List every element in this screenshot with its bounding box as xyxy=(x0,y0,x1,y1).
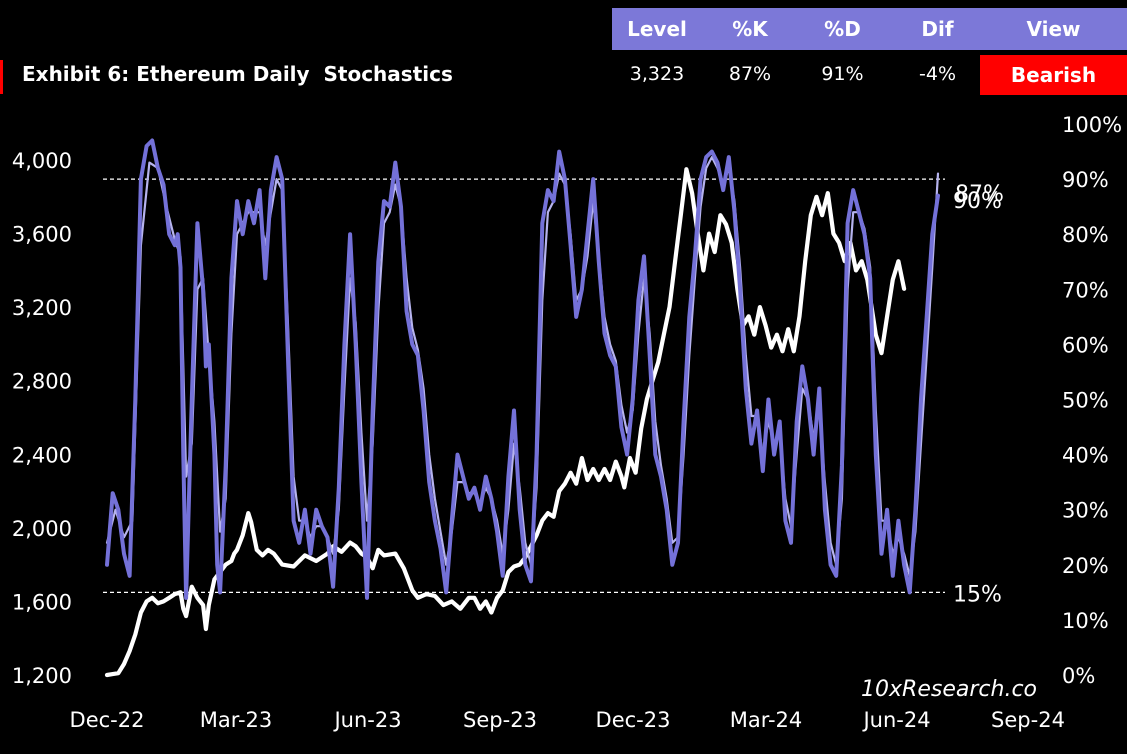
view-badge: Bearish xyxy=(980,55,1127,95)
right-tick-label: 20% xyxy=(1062,554,1109,578)
header-d: %D xyxy=(824,17,861,41)
right-tick-label: 90% xyxy=(1062,168,1109,192)
value-d: 91% xyxy=(821,63,864,85)
x-tick-label: Mar-23 xyxy=(200,708,273,732)
x-tick-label: Sep-23 xyxy=(463,708,537,732)
right-tick-label: 100% xyxy=(1062,113,1122,137)
right-tick-label: 70% xyxy=(1062,278,1109,302)
right-tick-label: 30% xyxy=(1062,499,1109,523)
header-k: %K xyxy=(732,17,768,41)
stoch-d-line xyxy=(105,156,940,577)
right-axis-ticks: 0% 10% 20% 30% 40% 50% 60% 70% 80% 90% 100% xyxy=(1062,113,1122,688)
value-k: 87% xyxy=(728,63,772,85)
x-tick-label: Dec-23 xyxy=(596,708,671,732)
summary-header-bar xyxy=(612,8,1127,50)
right-tick-label: 60% xyxy=(1062,333,1109,357)
left-tick-label: 2,000 xyxy=(12,517,72,541)
left-tick-label: 3,200 xyxy=(12,296,72,320)
left-tick-label: 1,600 xyxy=(12,590,72,614)
left-tick-label: 2,800 xyxy=(12,370,72,394)
value-dif: -4% xyxy=(919,63,956,85)
right-tick-label: 40% xyxy=(1062,444,1109,468)
left-tick-label: 3,600 xyxy=(12,223,72,247)
x-axis-ticks: Dec-22 Mar-23 Jun-23 Sep-23 Dec-23 Mar-24 Jun-… xyxy=(70,708,1065,732)
left-tick-label: 2,400 xyxy=(12,443,72,467)
left-tick-label: 1,200 xyxy=(12,664,72,688)
x-tick-label: Mar-24 xyxy=(730,708,803,732)
header-dif: Dif xyxy=(921,17,954,41)
x-tick-label: Jun-23 xyxy=(332,708,401,732)
x-tick-label: Dec-22 xyxy=(70,708,145,732)
left-tick-label: 4,000 xyxy=(12,149,72,173)
stoch-k-line xyxy=(105,138,940,600)
header-view: View xyxy=(1026,17,1081,41)
title-accent-bar xyxy=(0,60,3,94)
right-tick-label: 0% xyxy=(1062,664,1095,688)
watermark: 10xResearch.co xyxy=(861,677,1037,702)
chart-title: Exhibit 6: Ethereum Daily Stochastics xyxy=(22,62,453,86)
reference-lines: 90% 15% xyxy=(103,178,1002,607)
left-axis-ticks: 1,200 1,600 2,000 2,400 2,800 3,200 3,600 4,000 xyxy=(12,149,72,688)
right-tick-label: 80% xyxy=(1062,223,1109,247)
reference-label-15: 15% xyxy=(953,582,1002,607)
header-level: Level xyxy=(627,17,687,41)
reference-label-90: 90% xyxy=(953,189,1002,214)
value-level: 3,323 xyxy=(629,63,685,85)
right-tick-label: 10% xyxy=(1062,609,1109,633)
x-tick-label: Jun-24 xyxy=(861,708,930,732)
right-tick-label: 50% xyxy=(1062,389,1109,413)
x-tick-label: Sep-24 xyxy=(991,708,1065,732)
series-layer xyxy=(104,138,940,678)
k-end-label: 87% xyxy=(955,182,1004,207)
